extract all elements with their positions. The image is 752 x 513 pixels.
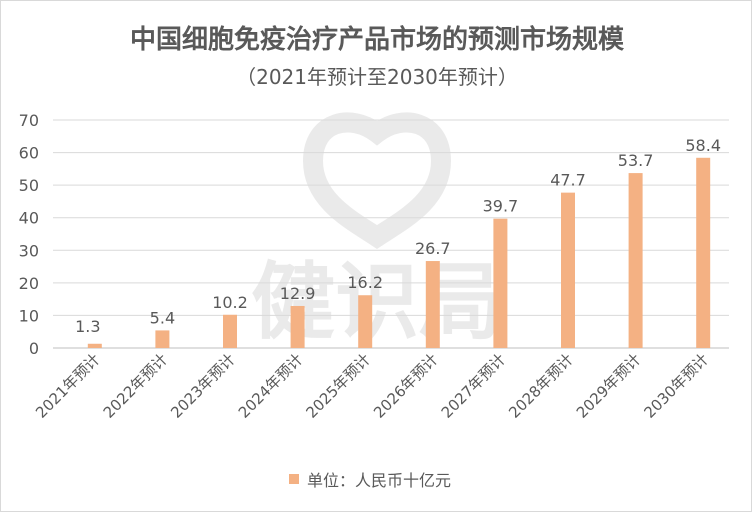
data-label: 26.7: [415, 239, 451, 258]
bar: [628, 173, 643, 348]
data-label: 53.7: [618, 151, 654, 170]
y-tick-label: 70: [19, 111, 39, 130]
y-tick-label: 10: [19, 306, 39, 325]
legend: 单位：人民币十亿元: [289, 469, 452, 490]
y-tick-label: 30: [19, 241, 39, 260]
data-label: 5.4: [150, 308, 175, 327]
x-tick-label: 2025年预计: [302, 350, 374, 422]
x-tick-label: 2027年预计: [438, 350, 510, 422]
legend-swatch: [289, 474, 299, 484]
y-tick-label: 0: [29, 339, 39, 358]
y-tick-label: 40: [19, 209, 39, 228]
x-tick-label: 2028年预计: [505, 350, 577, 422]
legend-label: 单位：人民币十亿元: [307, 471, 452, 490]
bar: [425, 261, 440, 348]
bar: [290, 305, 305, 348]
data-label: 16.2: [347, 273, 383, 292]
x-tick-label: 2030年预计: [640, 350, 712, 422]
x-tick-label: 2024年预计: [235, 350, 307, 422]
data-label: 1.3: [75, 317, 100, 336]
x-tick-label: 2026年预计: [370, 350, 442, 422]
x-tick-label: 2029年预计: [573, 350, 645, 422]
bar: [493, 218, 508, 348]
chart-subtitle: （2021年预计至2030年预计）: [236, 65, 518, 89]
bar: [223, 314, 237, 348]
watermark-logo: 健识局: [251, 112, 503, 351]
y-tick-label: 50: [19, 176, 39, 195]
bar: [696, 157, 711, 348]
chart-title: 中国细胞免疫治疗产品市场的预测市场规模: [129, 25, 624, 55]
bar: [561, 192, 575, 348]
x-tick-label: 2023年预计: [167, 350, 239, 422]
bar: [358, 295, 373, 348]
data-label: 58.4: [685, 136, 721, 155]
data-label: 47.7: [550, 171, 586, 190]
y-tick-label: 20: [19, 274, 39, 293]
y-tick-label: 60: [19, 144, 39, 163]
x-tick-label: 2021年预计: [32, 350, 104, 422]
bar: [87, 343, 102, 348]
data-label: 12.9: [280, 284, 316, 303]
x-tick-label: 2022年预计: [100, 350, 172, 422]
data-label: 39.7: [483, 197, 519, 216]
data-label: 10.2: [212, 293, 248, 312]
bar: [155, 330, 170, 348]
